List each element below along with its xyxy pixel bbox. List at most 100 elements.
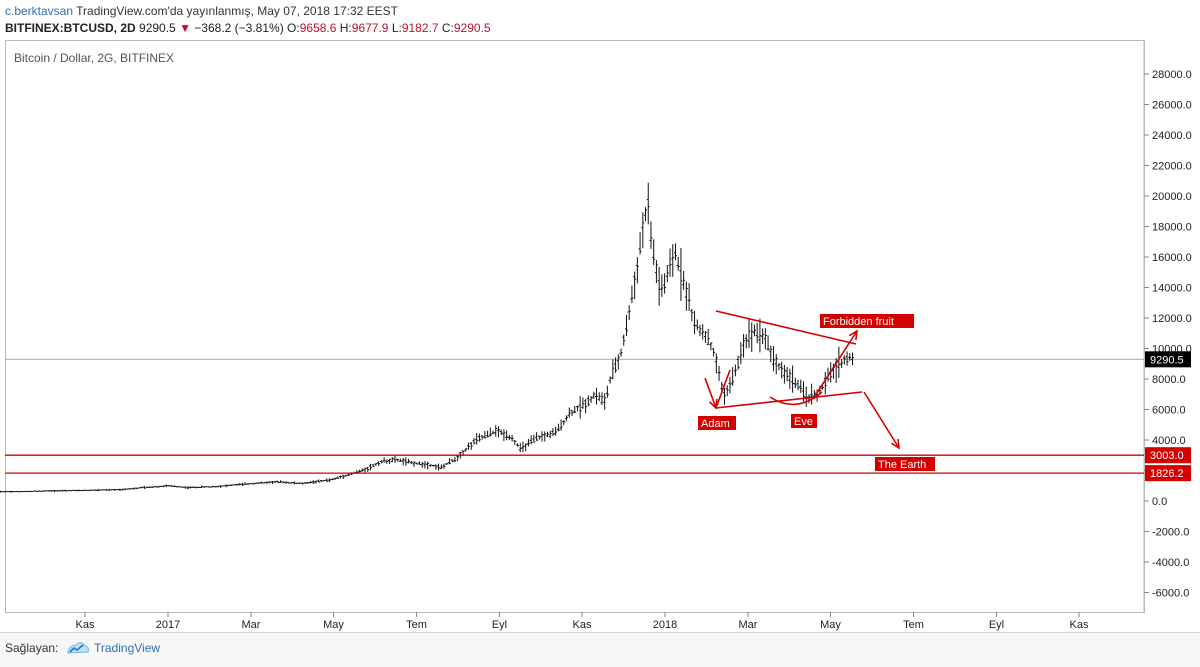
price-bar (377, 461, 380, 466)
y-tick-label: 18000.0 (1152, 222, 1192, 234)
price-bar (369, 464, 372, 471)
price-bar (26, 491, 29, 492)
price-bar (83, 490, 86, 491)
price-bar (372, 464, 375, 467)
price-bar (516, 443, 519, 446)
price-bar (116, 489, 119, 490)
price-bar (557, 424, 560, 431)
price-bar (600, 392, 603, 405)
price-bar (396, 459, 399, 462)
price-bar (127, 488, 130, 489)
tradingview-logo-icon[interactable] (64, 639, 90, 657)
price-bar (364, 468, 367, 473)
price-bar (276, 481, 279, 483)
price-bar (603, 393, 606, 409)
price-bar (225, 485, 228, 488)
price-bar (688, 283, 691, 311)
price-bar (246, 483, 249, 484)
price-bar (560, 419, 563, 430)
price-bar (696, 319, 699, 330)
price-bar (805, 386, 808, 406)
x-tick-label: Mar (242, 619, 261, 631)
price-bar (837, 347, 840, 378)
price-bar (219, 485, 222, 488)
adam-annotation-label: Adam (701, 418, 730, 430)
y-tick-label: 0.0 (1152, 496, 1167, 508)
x-tick-label: May (820, 619, 841, 631)
price-bar (59, 490, 62, 491)
price-bar (745, 334, 748, 348)
price-bar (750, 322, 753, 352)
price-bar (527, 439, 530, 447)
price-bar (418, 461, 421, 464)
price-bar (129, 488, 132, 489)
price-bar (799, 380, 802, 393)
price-bar (443, 464, 446, 469)
price-bar (274, 481, 277, 483)
price-bar (478, 434, 481, 442)
price-bar (554, 427, 557, 436)
price-bar (644, 207, 647, 221)
price-bar (472, 438, 475, 444)
price-bar (61, 490, 64, 492)
price-bar (628, 305, 631, 320)
price-bar (113, 489, 116, 491)
price-bar (658, 267, 661, 306)
price-bar (767, 335, 770, 350)
price-bar (88, 490, 91, 491)
price-bar (241, 483, 244, 486)
price-bar (791, 365, 794, 392)
price-bar (758, 319, 761, 353)
price-bar (671, 244, 674, 277)
price-bar (315, 481, 318, 484)
y-tick-label: 16000.0 (1152, 252, 1192, 264)
price-bar (20, 491, 23, 492)
price-bar (154, 486, 157, 487)
price-bar (445, 463, 448, 465)
price-bar (415, 462, 418, 464)
price-bar (690, 309, 693, 321)
price-bar (255, 483, 258, 484)
price-bar (481, 435, 484, 439)
price-bar (252, 483, 255, 485)
tradingview-brand-link[interactable]: TradingView (94, 641, 160, 655)
price-bar (413, 461, 416, 467)
provider-label: Sağlayan: (5, 641, 58, 655)
price-bar (698, 325, 701, 336)
price-bar (530, 435, 533, 444)
support-tag-label: 1826.2 (1150, 468, 1184, 480)
price-bar (636, 257, 639, 283)
price-bar (53, 490, 56, 492)
price-bar (42, 490, 45, 491)
price-bar (23, 491, 26, 492)
price-bar (532, 435, 535, 443)
price-bar (18, 491, 21, 492)
price-bar (570, 410, 573, 416)
forbidden-fruit-annotation-label: Forbidden fruit (823, 316, 894, 328)
price-bar (756, 323, 759, 343)
price-bar (453, 457, 456, 462)
price-bar (576, 406, 579, 412)
y-tick-label: 28000.0 (1152, 69, 1192, 81)
x-tick-label: Kas (573, 619, 592, 631)
price-bar (660, 274, 663, 297)
price-bar (230, 485, 233, 486)
price-bar (772, 346, 775, 371)
price-bar (97, 489, 100, 491)
price-bar (581, 398, 584, 409)
price-bar (513, 440, 516, 444)
y-tick-label: -6000.0 (1152, 588, 1189, 600)
price-bar (511, 435, 514, 441)
price-bar (633, 272, 636, 300)
wedge-line (815, 331, 857, 396)
price-bar (197, 487, 200, 488)
price-bar (851, 352, 854, 365)
price-bar (121, 489, 124, 491)
price-bar (783, 365, 786, 384)
x-tick-label: Tem (903, 619, 924, 631)
price-bar (641, 212, 644, 248)
price-bar (524, 443, 527, 451)
price-bar (124, 489, 127, 490)
